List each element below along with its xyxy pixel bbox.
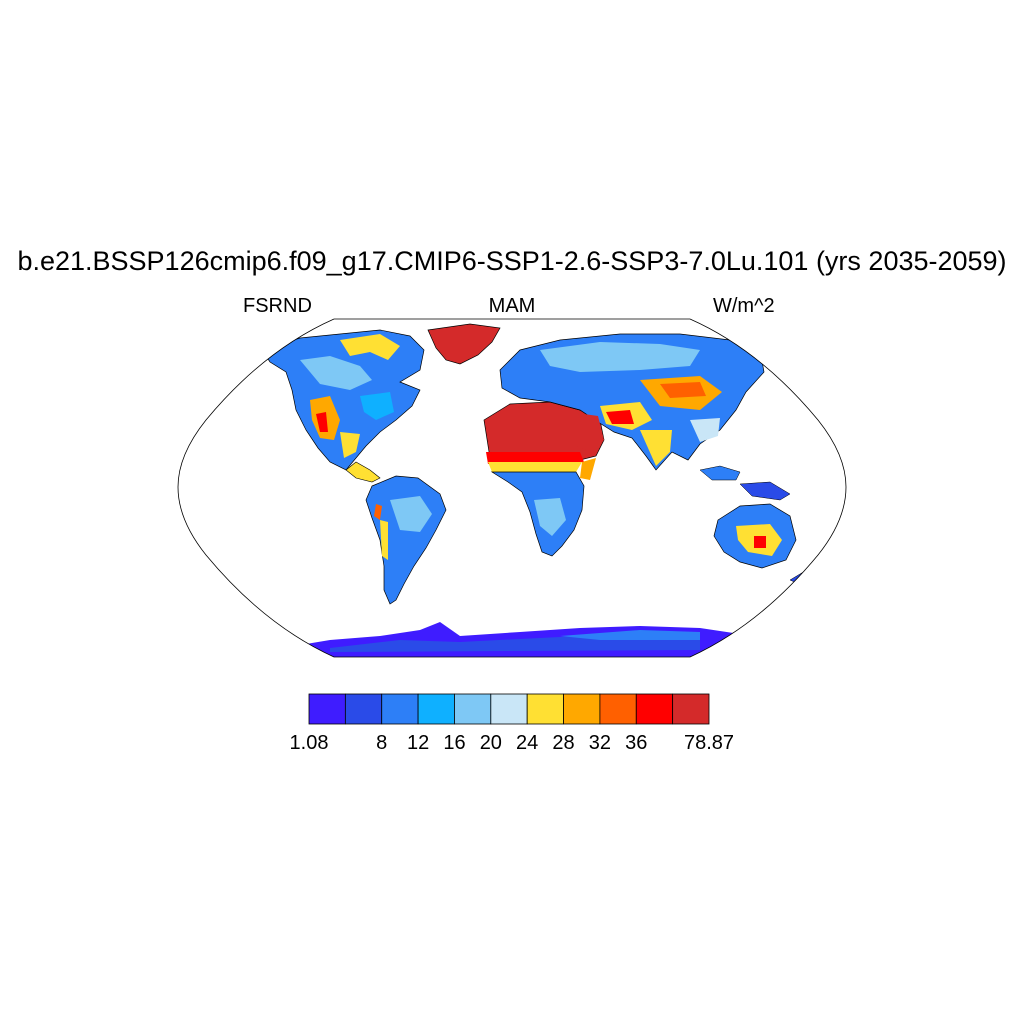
colorbar-swatch bbox=[672, 693, 710, 725]
colorbar-tick-label: 28 bbox=[552, 732, 575, 754]
colorbar-tick-label: 1.08 bbox=[289, 732, 329, 754]
colorbar-tick-label: 12 bbox=[406, 732, 430, 754]
colorbar-tick-label: 32 bbox=[588, 732, 612, 754]
colorbar-swatch bbox=[417, 693, 455, 725]
colorbar-swatch bbox=[308, 693, 346, 725]
season-label: MAM bbox=[488, 295, 536, 317]
colorbar-swatch bbox=[381, 693, 419, 725]
colorbar-tick-label: 24 bbox=[516, 732, 539, 754]
page-title: b.e21.BSSP126cmip6.f09_g17.CMIP6-SSP1-2.… bbox=[17, 246, 1007, 276]
colorbar-tick-label: 8 bbox=[376, 732, 388, 754]
colorbar-swatch bbox=[563, 693, 601, 725]
colorbar-tick-label: 36 bbox=[625, 732, 648, 754]
north-america-region bbox=[261, 329, 425, 471]
map-outline bbox=[177, 318, 847, 658]
colorbar-swatch bbox=[454, 693, 492, 725]
colorbar-swatch bbox=[526, 693, 564, 725]
colorbar-tick-label: 16 bbox=[443, 732, 466, 754]
units-label: W/m^2 bbox=[713, 295, 775, 317]
colorbar-swatch bbox=[490, 693, 528, 725]
colorbar-tick-label: 20 bbox=[479, 732, 502, 754]
colorbar-tick-label: 78.87 bbox=[683, 732, 735, 754]
colorbar-swatch bbox=[344, 693, 383, 725]
greenland-region bbox=[427, 323, 501, 365]
colorbar-swatch bbox=[635, 693, 674, 725]
colorbar-swatch bbox=[599, 693, 637, 725]
variable-label: FSRND bbox=[243, 295, 312, 317]
